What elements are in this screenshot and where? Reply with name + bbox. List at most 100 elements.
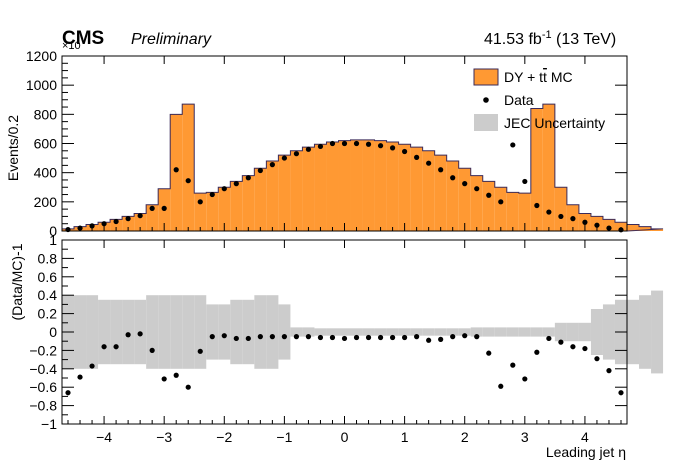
mc-bar xyxy=(182,104,195,231)
y-tick-label: 0.2 xyxy=(38,306,58,322)
mc-bar xyxy=(326,142,339,231)
ratio-point xyxy=(450,334,456,340)
ratio-point xyxy=(281,334,287,340)
jec-band-bin xyxy=(314,328,327,336)
jec-band-bin xyxy=(398,328,411,336)
jec-band-bin xyxy=(410,328,423,336)
ratio-point xyxy=(293,334,300,340)
jec-band-bin xyxy=(350,328,363,336)
preliminary-label: Preliminary xyxy=(131,31,212,48)
mc-bar xyxy=(254,168,267,231)
ratio-point xyxy=(101,344,107,350)
jec-band-bin xyxy=(302,327,315,337)
mc-bar xyxy=(494,187,507,231)
mc-bar xyxy=(651,228,664,231)
data-point xyxy=(594,222,600,228)
mc-bar xyxy=(518,193,531,231)
ratio-point xyxy=(438,336,444,342)
x-tick-label: 2 xyxy=(461,429,469,445)
x-tick-label: 1 xyxy=(401,429,409,445)
jec-band-bin xyxy=(110,299,123,365)
ratio-point xyxy=(534,349,540,355)
y-tick-label: −0.2 xyxy=(29,342,57,358)
lumi-energy: (13 TeV) xyxy=(552,31,617,48)
data-point xyxy=(558,213,564,220)
ratio-point xyxy=(89,363,95,369)
ratio-point xyxy=(522,376,528,382)
jec-band-bin xyxy=(158,295,171,369)
ratio-point xyxy=(233,335,239,342)
ratio-point xyxy=(353,334,360,341)
data-point xyxy=(221,186,227,192)
data-point xyxy=(269,162,275,168)
y-tick-label: −0.6 xyxy=(29,379,57,395)
jec-band-bin xyxy=(530,327,543,337)
x-tick-label: −1 xyxy=(276,429,292,445)
data-point xyxy=(389,145,396,151)
jec-band-bin xyxy=(458,328,471,336)
mc-bar xyxy=(422,150,435,231)
data-point xyxy=(293,151,300,157)
mc-bar xyxy=(170,114,183,231)
mc-bar xyxy=(230,181,243,231)
jec-band-bin xyxy=(170,295,183,369)
mc-bar xyxy=(554,187,567,231)
lumi-value: 41.53 fb xyxy=(484,31,542,48)
top-y-axis: 0 200 400 600 800 1000 1200 xyxy=(26,48,627,239)
top-plot-frame xyxy=(61,55,628,232)
mc-bar xyxy=(266,161,279,231)
ratio-point xyxy=(546,335,552,342)
mc-bar xyxy=(434,155,447,231)
jec-band-bin xyxy=(446,328,459,336)
jec-band-bin xyxy=(578,322,591,342)
jec-band-bin xyxy=(230,299,243,365)
ratio-point xyxy=(486,350,492,356)
lumi-exponent: -1 xyxy=(542,29,552,41)
mc-bar xyxy=(374,140,387,231)
jec-band-bin xyxy=(651,290,664,374)
mc-bar xyxy=(134,213,147,231)
mc-bar xyxy=(314,144,327,231)
jec-band-bin xyxy=(590,309,603,355)
mc-bar xyxy=(482,181,495,231)
data-point xyxy=(365,141,372,147)
ratio-point xyxy=(185,384,191,390)
data-point xyxy=(498,199,504,205)
data-point xyxy=(462,181,468,187)
legend-mc-label: DY + tt MC xyxy=(504,69,573,85)
bottom-plot-frame xyxy=(61,239,628,425)
mc-bar xyxy=(627,224,640,231)
ratio-point xyxy=(317,334,324,341)
jec-band-bin xyxy=(146,295,159,369)
top-mc-histogram xyxy=(61,103,664,232)
mc-bar xyxy=(614,222,627,231)
legend-mc-tbar: t xyxy=(543,69,547,85)
legend-data-marker xyxy=(483,97,489,103)
data-point xyxy=(450,175,456,181)
jec-band-bin xyxy=(338,328,351,336)
lumi-label: 41.53 fb-1 (13 TeV) xyxy=(484,29,616,48)
ratio-point xyxy=(618,390,624,396)
y-tick-label: 1000 xyxy=(26,77,57,93)
mc-bar xyxy=(302,147,315,231)
ratio-point xyxy=(269,334,275,340)
jec-band-bin xyxy=(518,327,531,337)
ratio-point xyxy=(606,368,612,374)
mc-bar xyxy=(362,139,375,231)
data-point xyxy=(137,213,143,219)
ratio-data-points xyxy=(65,331,624,396)
legend-mc-text: DY + t xyxy=(504,69,543,85)
ratio-point xyxy=(65,390,71,396)
ratio-point xyxy=(149,347,155,353)
data-point xyxy=(522,178,528,185)
jec-band-bin xyxy=(627,299,640,365)
y-tick-label: 200 xyxy=(34,194,58,210)
data-point xyxy=(197,199,203,205)
legend-jec-label: JEC Uncertainty xyxy=(504,115,605,131)
mc-bar xyxy=(602,219,615,231)
jec-band-bin xyxy=(494,327,507,337)
mc-bar xyxy=(458,168,471,231)
top-data-points xyxy=(65,140,624,233)
jec-band-bin xyxy=(254,295,267,369)
jec-band-bin xyxy=(362,328,375,336)
